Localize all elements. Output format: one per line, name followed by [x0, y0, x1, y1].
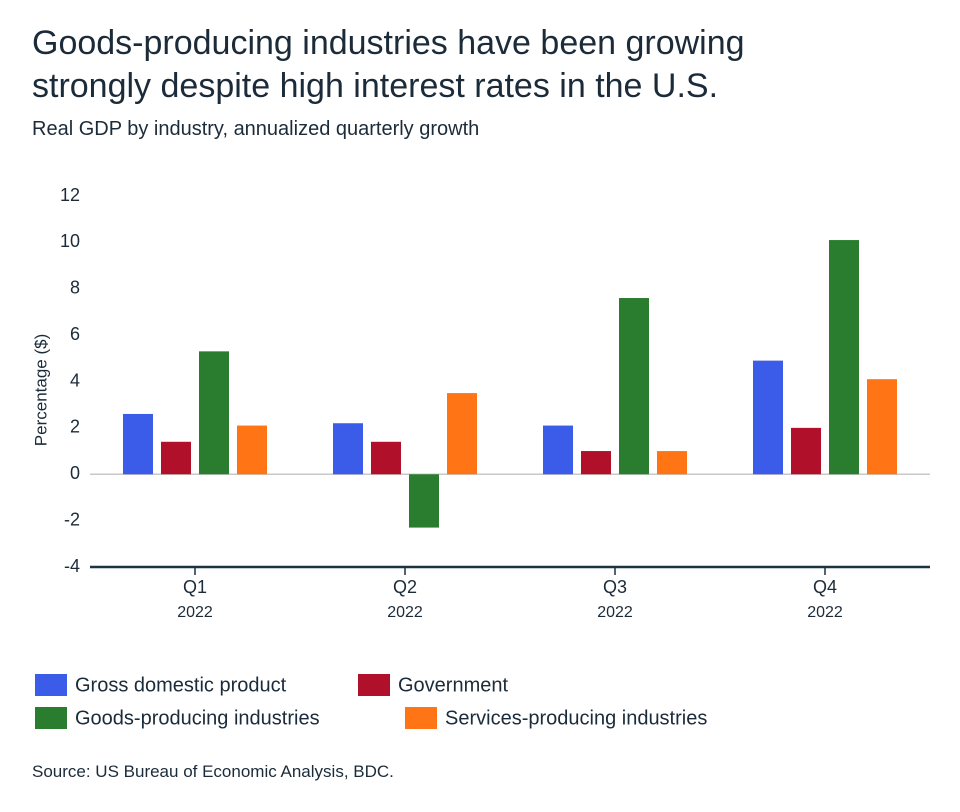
- y-tick-label: 2: [70, 417, 80, 437]
- legend-swatch: [35, 674, 67, 696]
- bar: [371, 441, 401, 475]
- y-tick-label: 4: [70, 370, 80, 390]
- y-axis-label: Percentage ($): [31, 334, 50, 446]
- chart-title: Goods-producing industries have been gro…: [32, 24, 745, 105]
- bar: [237, 425, 267, 475]
- bar: [791, 427, 821, 475]
- bar: [199, 351, 229, 475]
- bar: [123, 413, 153, 475]
- x-tick-label: Q2: [393, 577, 417, 597]
- y-tick-label: -4: [64, 556, 80, 576]
- y-tick-label: 10: [60, 231, 80, 251]
- legend-label: Government: [398, 674, 508, 696]
- bar: [867, 379, 897, 475]
- bar: [447, 393, 477, 475]
- bar: [581, 451, 611, 475]
- y-tick-label: 8: [70, 278, 80, 298]
- bar: [619, 298, 649, 475]
- x-tick-sublabel: 2022: [807, 604, 843, 621]
- bar: [829, 240, 859, 475]
- bar: [543, 425, 573, 475]
- legend-label: Gross domestic product: [75, 674, 287, 696]
- x-tick-sublabel: 2022: [177, 604, 213, 621]
- bar: [753, 360, 783, 475]
- y-tick-label: 6: [70, 324, 80, 344]
- legend-swatch: [405, 707, 437, 729]
- legend-swatch: [358, 674, 390, 696]
- bar: [333, 423, 363, 475]
- legend-label: Services-producing industries: [445, 707, 707, 729]
- x-tick-sublabel: 2022: [597, 604, 633, 621]
- bar: [657, 451, 687, 475]
- bar: [161, 441, 191, 475]
- x-tick-label: Q4: [813, 577, 837, 597]
- x-tick-sublabel: 2022: [387, 604, 423, 621]
- bar: [409, 474, 439, 528]
- y-tick-label: 12: [60, 185, 80, 205]
- legend-label: Goods-producing industries: [75, 707, 320, 729]
- x-tick-label: Q1: [183, 577, 207, 597]
- source-note: Source: US Bureau of Economic Analysis, …: [32, 762, 394, 781]
- chart-subtitle: Real GDP by industry, annualized quarter…: [32, 118, 480, 140]
- x-tick-label: Q3: [603, 577, 627, 597]
- y-tick-label: -2: [64, 509, 80, 529]
- legend-swatch: [35, 707, 67, 729]
- y-tick-label: 0: [70, 463, 80, 483]
